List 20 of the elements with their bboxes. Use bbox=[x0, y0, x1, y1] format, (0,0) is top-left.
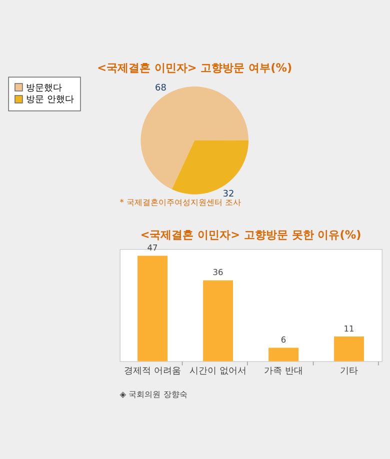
x-tick-label: 가족 반대 bbox=[264, 366, 303, 377]
data-label: 36 bbox=[212, 267, 224, 278]
data-label: 68 bbox=[155, 83, 167, 94]
data-label: 11 bbox=[344, 323, 354, 334]
bar bbox=[203, 280, 233, 362]
bar bbox=[334, 336, 364, 362]
text: ◈ 국회의원 장향숙 bbox=[120, 389, 188, 400]
bar bbox=[138, 256, 168, 362]
x-tick-label: 기타 bbox=[340, 366, 358, 377]
x-tick-label: 시간이 없어서 bbox=[190, 366, 246, 377]
chart-title: <국제결혼 이민자> 고향방문 여부(%) bbox=[97, 62, 292, 75]
text: * 국제결혼이주여성지원센터 조사 bbox=[120, 196, 242, 207]
chart-title: <국제결혼 이민자> 고향방문 못한 이유(%) bbox=[140, 228, 362, 242]
data-label: 32 bbox=[222, 189, 234, 200]
legend-label: 방문했다 bbox=[26, 83, 62, 94]
x-tick-label: 경제적 어려움 bbox=[124, 366, 181, 377]
data-label: 6 bbox=[280, 334, 286, 345]
bar bbox=[268, 348, 298, 362]
legend-label: 방문 안했다 bbox=[26, 95, 74, 106]
data-label: 47 bbox=[147, 242, 158, 252]
